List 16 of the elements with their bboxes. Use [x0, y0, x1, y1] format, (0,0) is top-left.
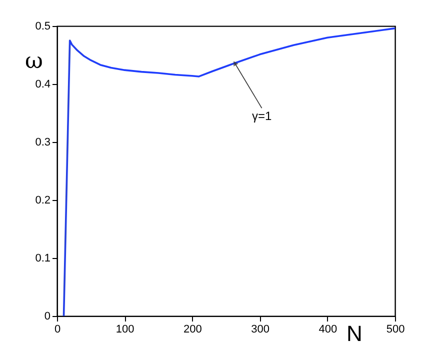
x-tick-label: 0: [54, 324, 61, 336]
y-tick-label: 0.2: [35, 194, 50, 206]
annotation: γ=1: [252, 109, 272, 124]
x-tick-label: 500: [386, 324, 405, 336]
x-tick-label: 400: [318, 324, 338, 336]
x-axis-title: N: [346, 321, 362, 346]
line-series: [62, 27, 396, 317]
y-tick-label: 0.4: [35, 78, 50, 90]
y-tick-label: 0.1: [35, 252, 50, 264]
x-tick-label: 300: [251, 324, 270, 336]
y-axis-title: ω: [25, 48, 43, 74]
y-tick-label: 0.3: [35, 136, 50, 148]
x-tick-label: 100: [116, 324, 134, 336]
y-tick-label: 0: [44, 310, 50, 322]
x-tick-label: 200: [184, 324, 202, 336]
y-tick-label: 0.5: [35, 20, 50, 32]
